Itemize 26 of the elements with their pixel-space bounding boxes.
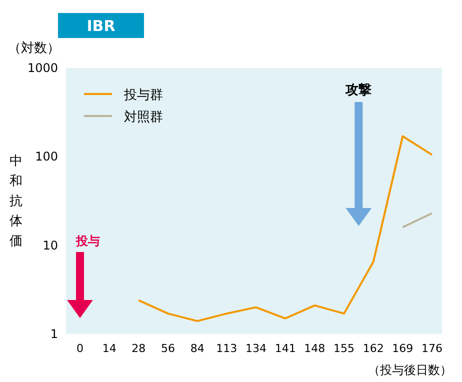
chart-title: IBR [86,17,116,35]
x-tick-label: 134 [246,342,266,355]
text: （対数） [8,40,60,56]
x-tick-label: 113 [216,342,238,355]
x-tick-label: 155 [334,342,354,355]
line-series [138,135,433,322]
annotation: 攻撃 [344,82,372,98]
x-tick-label: 14 [102,342,116,355]
x-tick-label: 162 [362,342,384,355]
x-tick-label: 169 [392,342,414,355]
x-tick-label: 84 [190,342,204,355]
legend-label: 対照群 [124,109,163,125]
x-tick-label: 28 [132,342,146,355]
legend-label: 投与群 [123,88,163,103]
y-axis-title: 中和抗体価 [10,154,22,249]
x-tick-label: 0 [76,342,84,355]
x-axis-title: （投与後日数） [368,363,452,377]
y-tick-label: 100 [35,150,58,164]
x-tick-label: 56 [161,342,175,355]
y-tick-label: 10 [42,238,58,252]
annotation: 投与 [75,234,100,248]
x-tick-label: 176 [422,342,442,355]
x-tick-label: 148 [304,342,326,355]
y-tick-label: 1 [50,327,58,341]
y-tick-label: 1000 [27,61,58,75]
x-tick-label: 141 [274,342,296,355]
